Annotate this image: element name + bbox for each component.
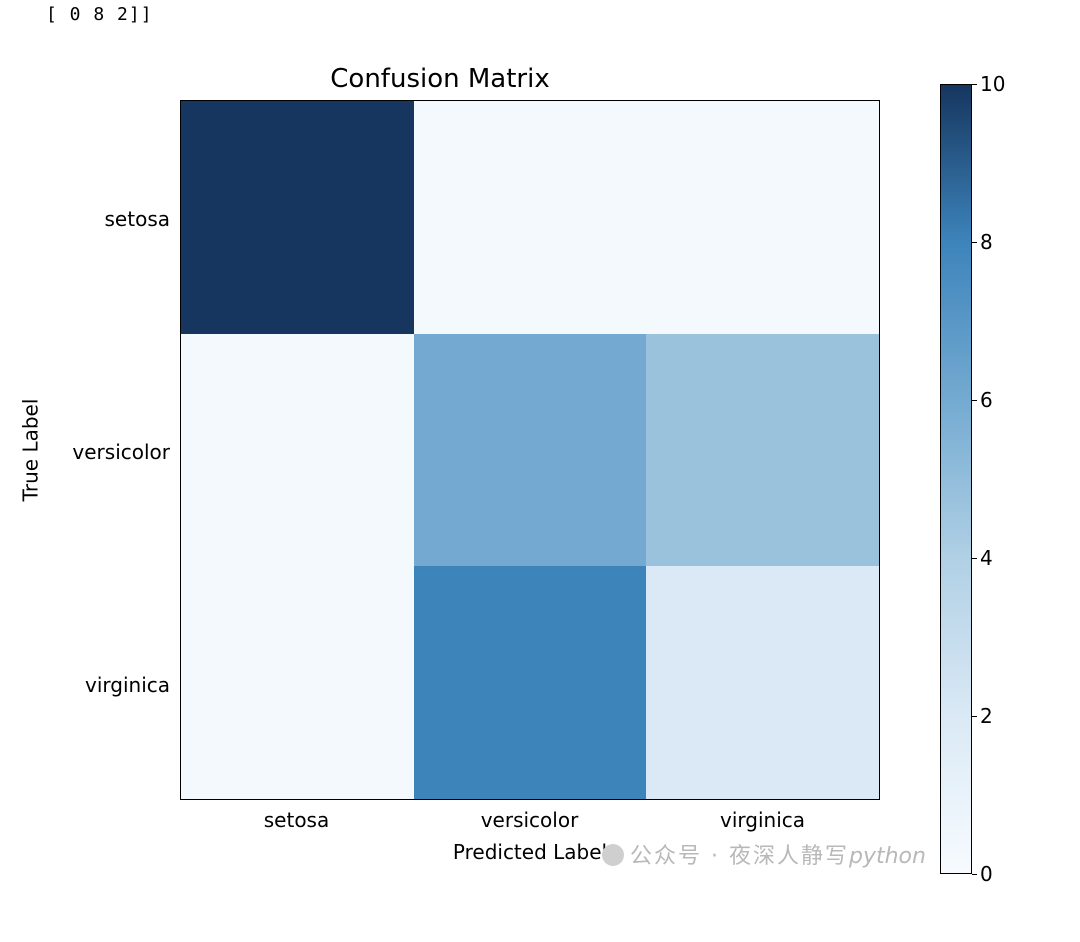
colorbar-tick: 0	[980, 862, 993, 886]
heatmap-cell	[414, 101, 647, 334]
colorbar-tick-mark	[972, 400, 977, 401]
colorbar-tick-mark	[972, 558, 977, 559]
heatmap-cell	[181, 101, 414, 334]
heatmap-cell	[646, 101, 879, 334]
colorbar-tick: 10	[980, 72, 1005, 96]
y-tick-versicolor: versicolor	[50, 440, 170, 464]
colorbar-tick: 2	[980, 704, 993, 728]
heatmap-cell	[414, 566, 647, 799]
colorbar-tick-mark	[972, 84, 977, 85]
colorbar-tick-mark	[972, 874, 977, 875]
x-tick-versicolor: versicolor	[413, 808, 646, 832]
x-tick-virginica: virginica	[646, 808, 879, 832]
heatmap-cell	[181, 334, 414, 567]
wechat-icon	[602, 844, 624, 866]
heatmap-cell	[646, 566, 879, 799]
chart-title: Confusion Matrix	[0, 64, 880, 94]
x-tick-setosa: setosa	[180, 808, 413, 832]
colorbar-tick: 4	[980, 546, 993, 570]
heatmap-cell	[414, 334, 647, 567]
code-output-line: [ 0 8 2]]	[46, 4, 153, 25]
y-tick-virginica: virginica	[50, 673, 170, 697]
heatmap-grid	[180, 100, 880, 800]
confusion-matrix-chart: Confusion Matrix True Label setosa versi…	[0, 40, 1080, 940]
heatmap-cell	[646, 334, 879, 567]
colorbar-tick: 8	[980, 230, 993, 254]
watermark-text: 公众号 · 夜深人静写python	[602, 838, 926, 870]
y-axis-label: True Label	[20, 100, 40, 800]
heatmap-cell	[181, 566, 414, 799]
colorbar-tick-mark	[972, 716, 977, 717]
colorbar	[940, 84, 972, 874]
y-tick-setosa: setosa	[50, 207, 170, 231]
colorbar-tick-mark	[972, 242, 977, 243]
colorbar-tick: 6	[980, 388, 993, 412]
